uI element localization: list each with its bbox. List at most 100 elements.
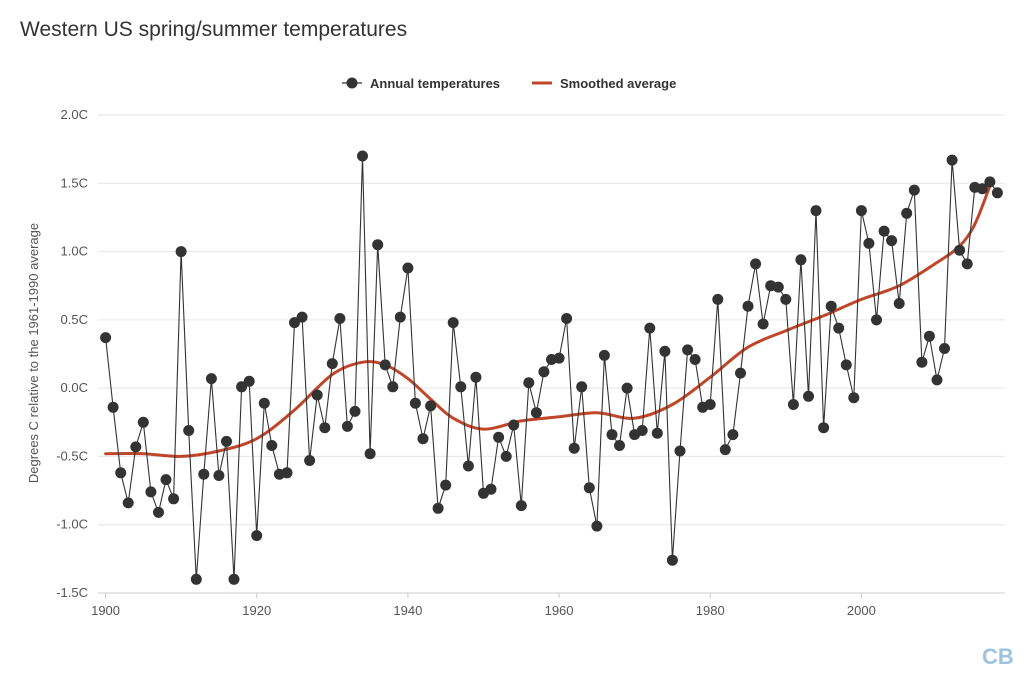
- annual-point: [523, 377, 535, 389]
- annual-point: [341, 420, 353, 432]
- annual-point: [500, 450, 512, 462]
- annual-point: [462, 460, 474, 472]
- annual-point: [236, 381, 248, 393]
- annual-point: [409, 397, 421, 409]
- annual-point: [145, 486, 157, 498]
- annual-point: [515, 500, 527, 512]
- annual-point: [553, 352, 565, 364]
- annual-point: [266, 440, 278, 451]
- annual-point: [803, 390, 814, 402]
- annual-point: [735, 367, 746, 379]
- y-tick-label: 1.5C: [61, 175, 88, 190]
- x-tick-label: 2000: [847, 603, 876, 618]
- y-tick-label: 1.0C: [61, 244, 88, 259]
- annual-point: [213, 470, 225, 481]
- annual-point: [319, 422, 331, 434]
- annual-point: [674, 445, 686, 457]
- annual-point: [659, 345, 671, 357]
- annual-point: [447, 317, 459, 329]
- y-tick-label: 2.0C: [61, 107, 88, 122]
- annual-point: [243, 375, 255, 387]
- annual-point: [704, 399, 716, 410]
- annual-series: [100, 150, 1003, 585]
- annual-point: [727, 429, 739, 441]
- annual-point: [440, 479, 452, 491]
- annual-point: [432, 502, 444, 514]
- y-tick-label: -0.5C: [56, 448, 88, 463]
- annual-point: [840, 359, 852, 371]
- annual-point: [576, 381, 588, 393]
- annual-point: [901, 207, 913, 219]
- annual-point: [228, 573, 240, 585]
- annual-point: [984, 176, 996, 188]
- annual-point: [372, 239, 384, 251]
- annual-point: [107, 401, 119, 413]
- x-tick-label: 1900: [91, 603, 120, 618]
- annual-point: [485, 483, 497, 495]
- annual-point: [349, 405, 361, 417]
- y-tick-label: 0.5C: [61, 312, 88, 327]
- annual-point: [908, 184, 920, 196]
- annual-point: [470, 371, 482, 383]
- annual-point: [682, 344, 694, 356]
- legend-smoothed-label: Smoothed average: [560, 76, 676, 91]
- annual-point: [364, 448, 376, 460]
- annual-point: [493, 431, 505, 443]
- y-axis-label: Degrees C relative to the 1961-1990 aver…: [26, 223, 41, 483]
- annual-point: [780, 293, 792, 305]
- annual-point: [251, 530, 263, 542]
- annual-point: [130, 441, 142, 453]
- legend: Annual temperatures Smoothed average: [342, 76, 676, 91]
- annual-point: [795, 254, 807, 266]
- annual-point: [689, 354, 701, 365]
- annual-point: [296, 311, 308, 323]
- annual-point: [863, 237, 875, 249]
- annual-point: [100, 332, 112, 344]
- annual-point: [636, 425, 648, 436]
- annual-point: [976, 183, 988, 195]
- annual-point: [825, 300, 837, 312]
- annual-point: [530, 407, 542, 419]
- annual-point: [357, 150, 368, 162]
- x-tick-label: 1940: [393, 603, 422, 618]
- x-tick-labels: 1900 1920 1940 1960 1980 2000: [91, 603, 876, 618]
- annual-point: [598, 349, 610, 361]
- annual-point: [651, 427, 663, 439]
- annual-point: [833, 322, 845, 334]
- x-tick-label: 1980: [696, 603, 725, 618]
- annual-point: [583, 482, 595, 494]
- annual-point: [606, 429, 618, 441]
- annual-point: [644, 322, 656, 334]
- annual-point: [311, 389, 323, 401]
- annual-point: [281, 467, 293, 479]
- annual-point: [561, 313, 573, 324]
- annual-point: [417, 433, 429, 445]
- y-tick-label: -1.0C: [56, 517, 88, 532]
- annual-point: [379, 359, 391, 371]
- annual-point: [402, 262, 414, 274]
- annual-point: [893, 298, 905, 309]
- x-tick-label: 1960: [545, 603, 574, 618]
- annual-point: [886, 235, 898, 247]
- annual-point: [175, 246, 187, 258]
- annual-point: [772, 281, 784, 293]
- annual-point: [183, 425, 195, 436]
- annual-point: [122, 497, 134, 509]
- cb-logo: CB: [982, 644, 1014, 669]
- annual-point: [939, 343, 950, 354]
- annual-point: [394, 311, 406, 323]
- annual-point: [871, 314, 882, 326]
- annual-point: [810, 205, 822, 217]
- smoothed-series: [104, 184, 992, 458]
- annual-point: [205, 373, 217, 385]
- annual-point: [916, 356, 928, 368]
- y-tick-label: 0.0C: [61, 380, 88, 395]
- annual-point: [923, 330, 935, 342]
- annual-point: [538, 366, 550, 378]
- smoothed-line: [104, 184, 992, 458]
- y-tick-labels: -1.5C -1.0C -0.5C 0.0C 0.5C 1.0C 1.5C 2.0C: [56, 107, 88, 600]
- annual-point: [591, 520, 603, 532]
- annual-point: [946, 154, 958, 166]
